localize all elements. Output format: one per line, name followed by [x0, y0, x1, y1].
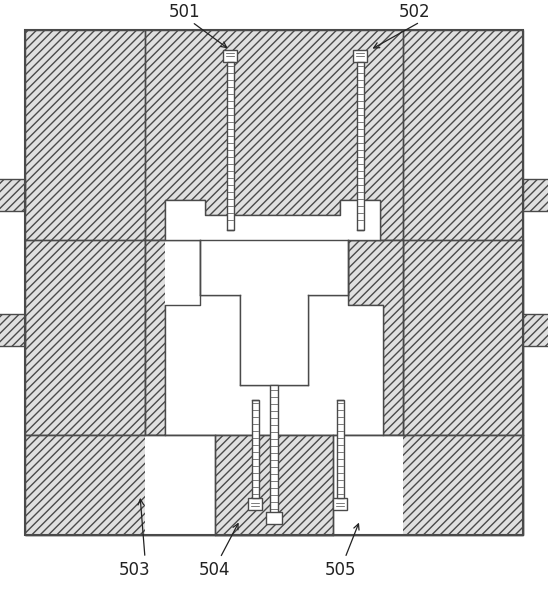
Polygon shape [0, 179, 25, 211]
Text: 503: 503 [119, 561, 151, 579]
Polygon shape [523, 314, 548, 346]
Polygon shape [165, 240, 200, 305]
Polygon shape [165, 200, 380, 385]
Text: 502: 502 [399, 3, 431, 21]
Text: 505: 505 [324, 561, 356, 579]
Bar [266, 512, 282, 524]
Bar [145, 30, 403, 240]
Bar [403, 240, 523, 435]
Bar [248, 498, 262, 510]
Polygon shape [165, 240, 383, 435]
Bar [357, 62, 364, 230]
Bar [353, 50, 367, 62]
Bar [333, 435, 403, 535]
Polygon shape [348, 240, 403, 435]
Bar [25, 435, 523, 535]
Bar [223, 50, 237, 62]
Polygon shape [200, 240, 348, 385]
Polygon shape [165, 200, 380, 240]
Bar [25, 30, 523, 535]
Bar [25, 240, 145, 435]
Polygon shape [145, 240, 200, 435]
Bar [337, 400, 344, 498]
Bar [227, 62, 234, 230]
Bar [25, 30, 523, 535]
Bar [215, 435, 333, 535]
Bar [145, 435, 215, 535]
Bar [333, 498, 347, 510]
Text: 504: 504 [199, 561, 231, 579]
Bar [270, 385, 278, 515]
Polygon shape [0, 314, 25, 346]
Text: 501: 501 [169, 3, 201, 21]
Polygon shape [523, 179, 548, 211]
Bar [252, 400, 259, 498]
